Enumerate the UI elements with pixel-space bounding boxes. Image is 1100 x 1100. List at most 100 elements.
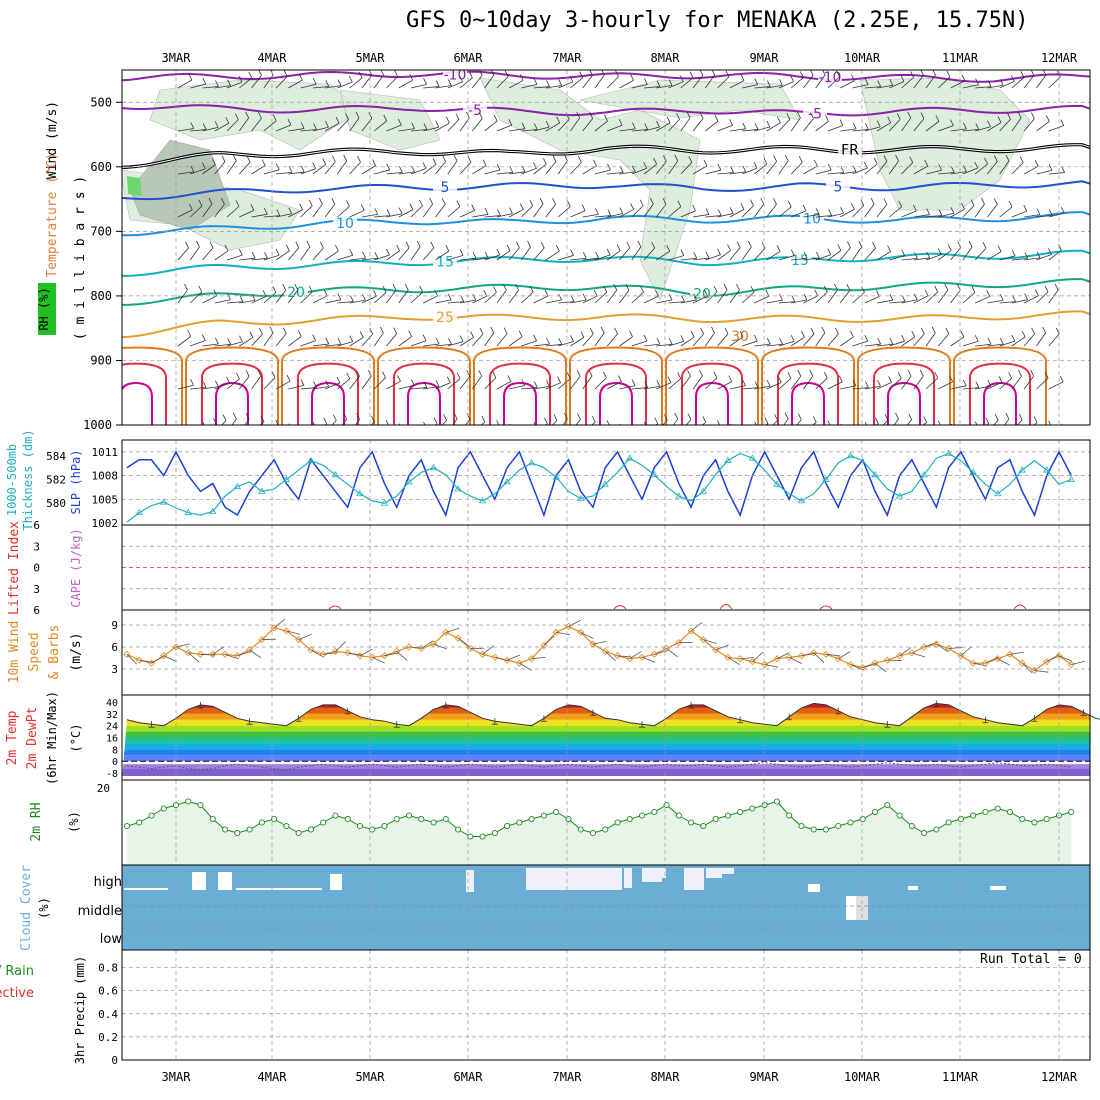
wind-barb-flag — [467, 156, 472, 163]
wind-barb-10m — [752, 652, 764, 662]
wind-barb-flag — [288, 207, 293, 214]
wind-barb — [962, 387, 979, 390]
wind-speed-marker — [1018, 659, 1026, 667]
wind-barb-flag — [286, 375, 291, 382]
wind-barb — [533, 247, 545, 261]
wind-barb-flag — [394, 70, 399, 77]
wind-barb — [631, 129, 648, 132]
panel-frame-upper — [121, 69, 1091, 426]
wind-barb — [374, 215, 391, 218]
wind-barb — [840, 336, 854, 347]
wind-barb — [349, 299, 366, 304]
wind-barb-flag — [961, 74, 966, 81]
wind-barb — [631, 167, 647, 175]
wind-barb — [974, 296, 990, 304]
wind-barb — [619, 247, 631, 261]
thickness-marker — [552, 473, 560, 480]
wind-barb-flag — [190, 122, 195, 129]
rh2m-marker — [136, 819, 143, 826]
wind-barb — [288, 79, 303, 89]
temp-minmax-tick — [982, 716, 989, 724]
gridlines — [122, 70, 1090, 1061]
wind-barb — [987, 122, 1002, 132]
wind-barb — [288, 209, 303, 218]
wind-barb — [1011, 299, 1028, 304]
wind-barb-flag — [898, 200, 903, 208]
wind-barb — [288, 171, 305, 175]
wind-barb-flag — [272, 286, 277, 293]
wind-barb-flag — [251, 251, 256, 259]
wind-barb-flag — [503, 327, 508, 334]
wind-barb — [410, 387, 427, 390]
wind-barb-flag — [262, 290, 267, 297]
wind-barb-10m — [151, 655, 164, 664]
wind-barb-flag — [503, 283, 507, 291]
wind-barb-flag — [736, 241, 741, 248]
wind-barb-flag — [1018, 413, 1023, 420]
wind-barb-flag — [703, 159, 708, 167]
wind-barb — [422, 247, 435, 261]
wind-barb — [999, 340, 1016, 347]
wind-barb-flag — [460, 295, 465, 302]
wind-barb-flag — [987, 80, 992, 87]
wind-barb — [717, 172, 734, 175]
wind-barb-flag — [629, 330, 633, 337]
wind-barb — [496, 289, 507, 304]
wind-barb — [705, 291, 718, 304]
wind-barb-flag — [761, 241, 766, 249]
wind-barb — [545, 382, 561, 390]
wind-barb-10m — [556, 631, 571, 636]
wind-barb — [557, 206, 571, 218]
wind-barb — [778, 206, 792, 218]
wind-barb — [594, 291, 608, 304]
wind-barb — [190, 83, 206, 89]
wind-barb — [410, 340, 427, 347]
wind-barb-flag — [836, 70, 840, 78]
wind-barb — [643, 343, 660, 347]
wind-speed-marker — [994, 655, 1002, 663]
wind-barb-flag — [595, 208, 599, 215]
wind-barb — [545, 299, 562, 304]
wind-barb — [987, 204, 998, 218]
rh2m-marker — [749, 805, 756, 812]
wind-speed-marker — [564, 622, 573, 631]
wind-barb-flag — [589, 327, 594, 335]
temp-minmax-tick — [393, 721, 400, 728]
wind-barb — [557, 119, 570, 132]
wind10m-axis-title: 10m Wind — [7, 621, 22, 684]
wind-barb — [852, 167, 868, 175]
wind-barb — [606, 289, 618, 304]
wind-barb — [619, 336, 633, 347]
li-blip — [328, 605, 342, 610]
wind-barb-flag — [1042, 326, 1047, 334]
wind-barb-flag — [753, 334, 758, 342]
wind-barb — [447, 119, 460, 132]
wind-barb-10m — [494, 656, 509, 662]
wind-barb-flag — [877, 337, 882, 345]
wind-speed-marker — [785, 653, 793, 661]
wind-barb — [386, 124, 402, 132]
wind-barb — [882, 419, 889, 425]
thickness-marker — [405, 478, 413, 485]
wind-barb-flag — [593, 289, 598, 297]
wind-barb — [864, 86, 881, 89]
wind-barb — [766, 84, 783, 89]
temp-minmax-tick — [442, 701, 449, 709]
wind-barb-flag — [803, 252, 808, 259]
rh2m-marker — [724, 812, 731, 819]
wind-barb — [778, 160, 789, 175]
wind-barb-flag — [982, 242, 987, 249]
wind-barb — [974, 247, 987, 261]
wind-barb-flag — [297, 330, 302, 337]
wind-barb-flag — [258, 112, 262, 119]
wind-barb-flag — [971, 286, 976, 293]
wind-barb-flag — [555, 245, 560, 252]
wind-barb-flag — [272, 114, 277, 122]
rh2m-marker — [859, 815, 866, 823]
wind-barb — [717, 289, 728, 304]
wind-barb-flag — [521, 122, 526, 129]
wind-barb — [864, 203, 875, 218]
wind-barb-flag — [446, 116, 450, 124]
temp-minmax-tick — [344, 707, 351, 715]
wind-barb-flag — [895, 412, 899, 420]
